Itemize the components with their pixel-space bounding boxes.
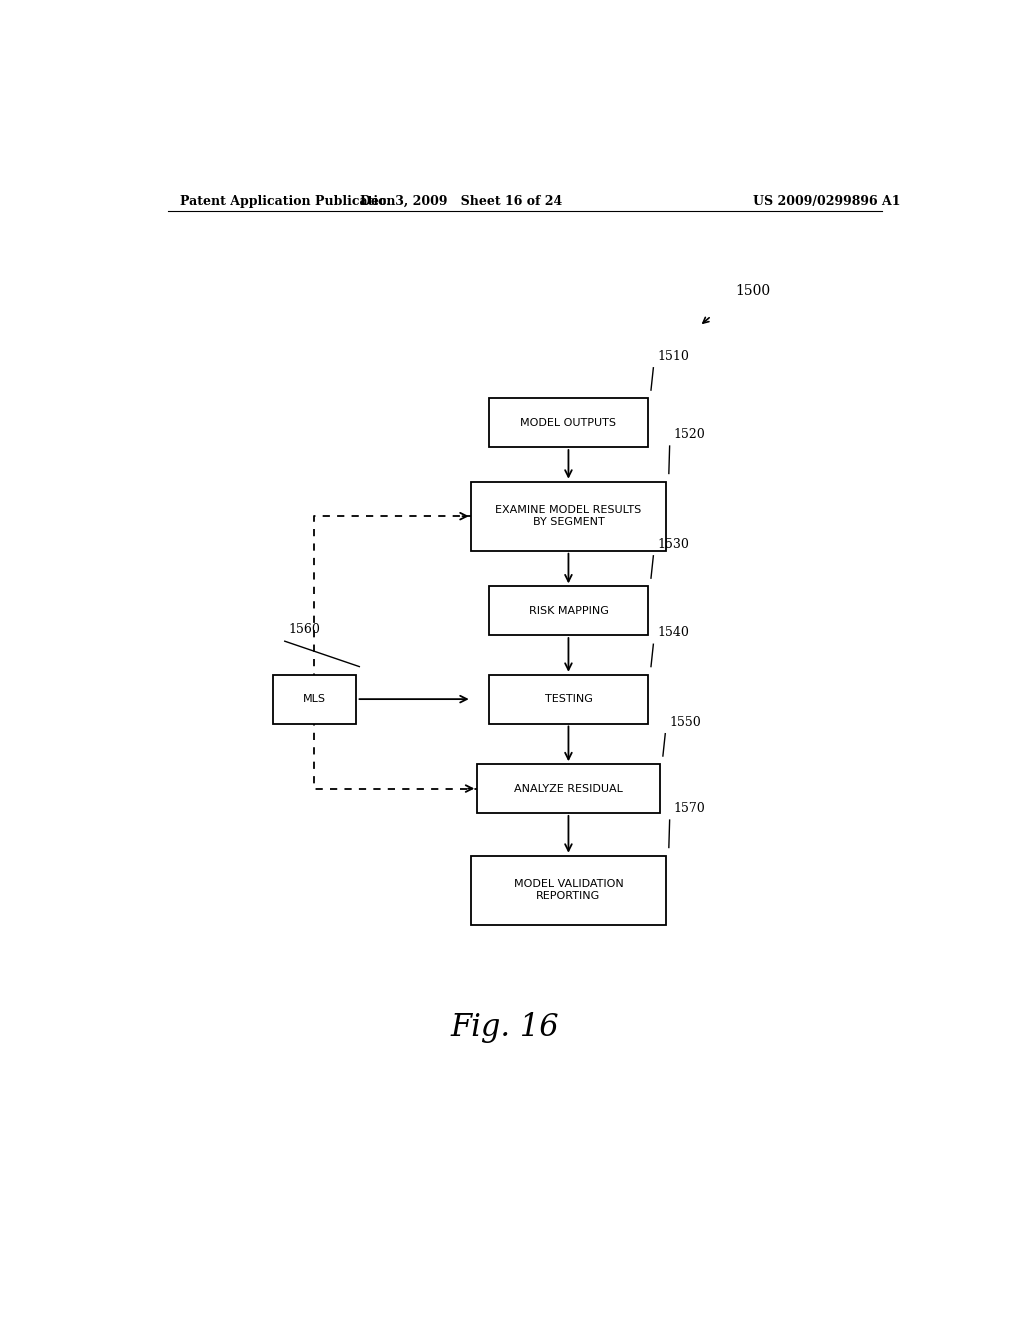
Text: 1540: 1540	[657, 626, 689, 639]
Text: ANALYZE RESIDUAL: ANALYZE RESIDUAL	[514, 784, 623, 793]
Text: 1570: 1570	[674, 803, 706, 814]
Text: 1510: 1510	[657, 350, 689, 363]
Text: Fig. 16: Fig. 16	[451, 1012, 559, 1043]
Text: 1520: 1520	[674, 428, 706, 441]
Text: RISK MAPPING: RISK MAPPING	[528, 606, 608, 615]
Text: US 2009/0299896 A1: US 2009/0299896 A1	[753, 194, 900, 207]
FancyBboxPatch shape	[272, 675, 356, 723]
Text: 1550: 1550	[670, 715, 701, 729]
Text: MODEL VALIDATION
REPORTING: MODEL VALIDATION REPORTING	[514, 879, 624, 902]
Text: 1500: 1500	[735, 284, 770, 297]
Text: Patent Application Publication: Patent Application Publication	[179, 194, 395, 207]
Text: 1560: 1560	[289, 623, 321, 636]
Text: EXAMINE MODEL RESULTS
BY SEGMENT: EXAMINE MODEL RESULTS BY SEGMENT	[496, 506, 642, 527]
FancyBboxPatch shape	[471, 482, 666, 550]
FancyBboxPatch shape	[471, 855, 666, 925]
Text: MLS: MLS	[303, 694, 326, 704]
FancyBboxPatch shape	[489, 399, 648, 447]
FancyBboxPatch shape	[477, 764, 659, 813]
FancyBboxPatch shape	[489, 586, 648, 635]
Text: Dec. 3, 2009   Sheet 16 of 24: Dec. 3, 2009 Sheet 16 of 24	[360, 194, 562, 207]
Text: TESTING: TESTING	[545, 694, 593, 704]
Text: 1530: 1530	[657, 537, 689, 550]
FancyBboxPatch shape	[489, 675, 648, 723]
Text: MODEL OUTPUTS: MODEL OUTPUTS	[520, 417, 616, 428]
